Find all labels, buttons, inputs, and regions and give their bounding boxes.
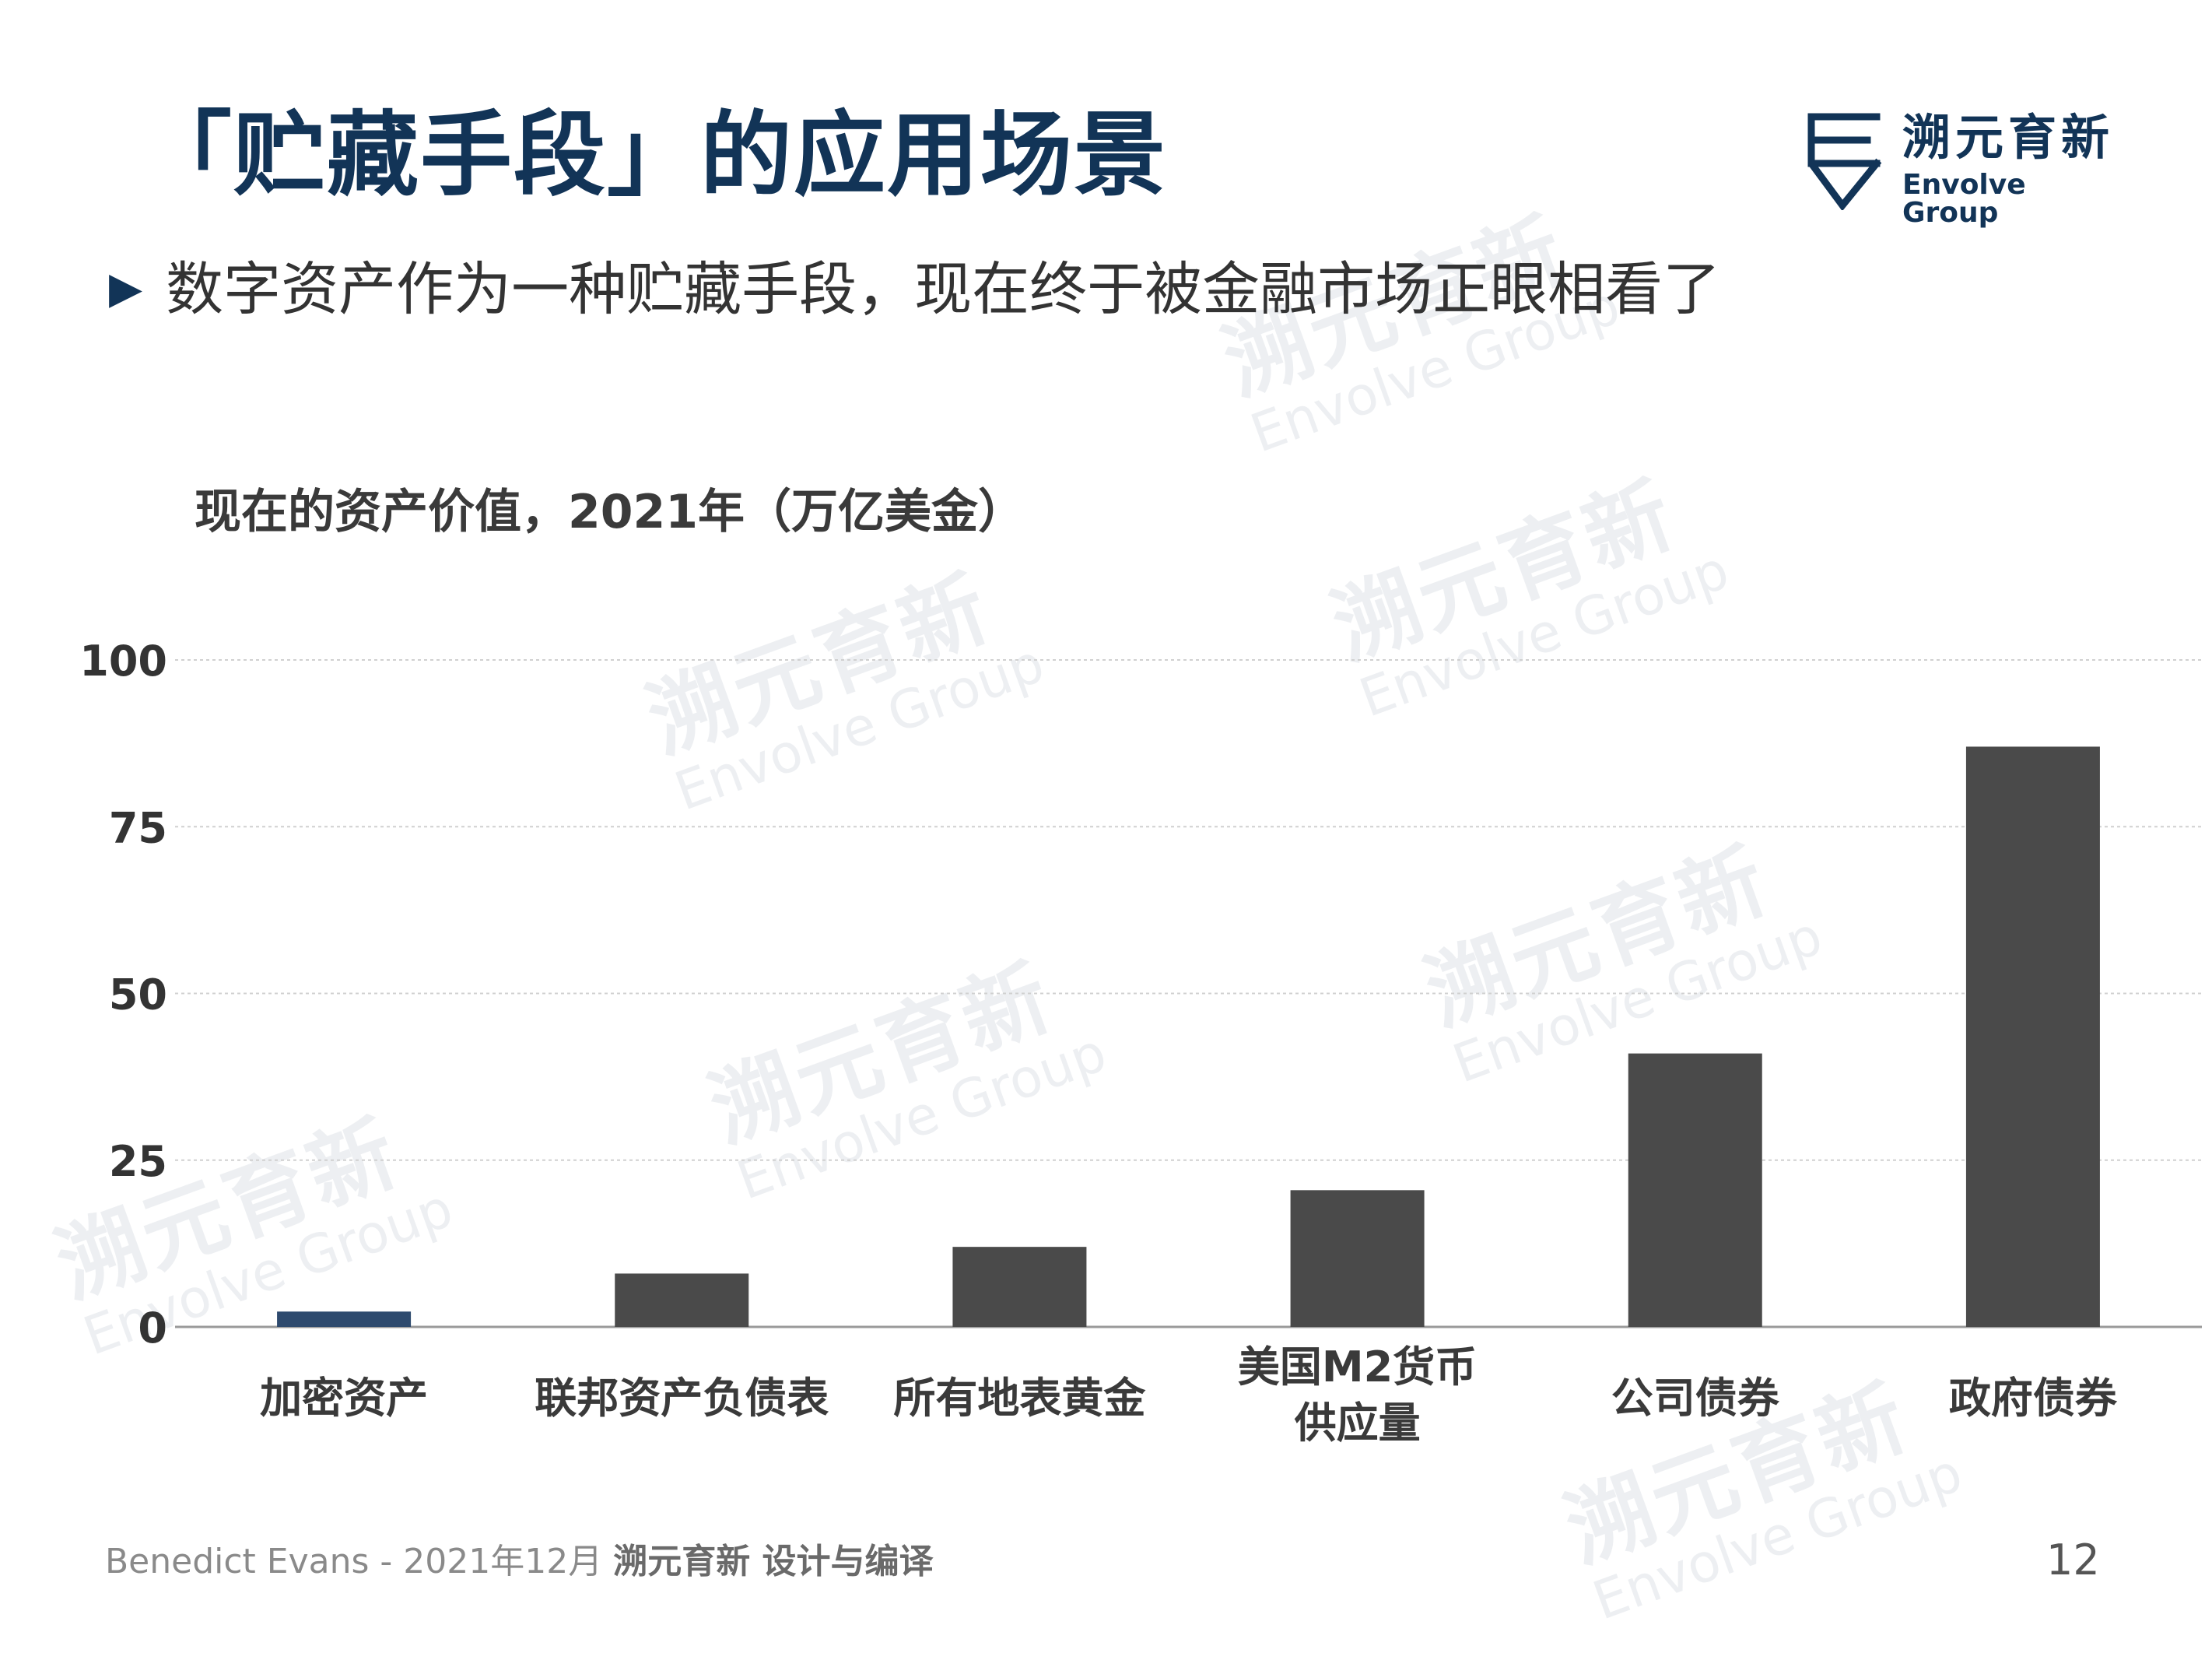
brand-logo: 溯元育新 Envolve Group: [1805, 109, 2116, 227]
chart-title: 现在的资产价值，2021年（万亿美金）: [195, 485, 1025, 539]
x-tick-label: 所有地表黄金: [893, 1374, 1146, 1423]
y-tick-label: 25: [109, 1137, 167, 1186]
footer-source-prefix: Benedict Evans - 2021年12月: [105, 1542, 614, 1581]
bar: [1290, 1190, 1425, 1327]
page-title: 「贮藏手段」的应用场景: [140, 101, 1168, 209]
x-tick-label: 公司债券: [1611, 1374, 1780, 1423]
y-tick-label: 50: [109, 970, 167, 1020]
bar: [1628, 1053, 1762, 1327]
bar: [1965, 746, 2100, 1327]
logo-name-en: Envolve Group: [1902, 169, 2026, 229]
footer-source: Benedict Evans - 2021年12月 溯元育新 设计与编译: [105, 1545, 934, 1579]
bar: [952, 1247, 1087, 1327]
x-tick-label: 加密资产: [260, 1374, 428, 1423]
logo-mark-icon: [1807, 113, 1882, 210]
logo-name-zh: 溯元育新: [1902, 109, 2115, 166]
x-tick-label: 政府债券: [1949, 1374, 2118, 1423]
footer-source-brand: 溯元育新 设计与编译: [613, 1542, 934, 1581]
y-tick-label: 100: [79, 637, 167, 686]
bar: [277, 1311, 412, 1327]
x-tick-label: 供应量: [1295, 1399, 1421, 1448]
x-tick-label: 美国M2货币: [1238, 1342, 1477, 1392]
x-tick-label: 联邦资产负债表: [535, 1374, 829, 1423]
bullet-point: ▶ 数字资产作为一种贮藏手段，现在终于被金融市场正眼相看了: [109, 261, 1720, 318]
y-tick-label: 75: [109, 803, 167, 852]
bar: [615, 1273, 749, 1327]
bullet-text: 数字资产作为一种贮藏手段，现在终于被金融市场正眼相看了: [166, 256, 1721, 323]
y-tick-label: 0: [138, 1304, 167, 1353]
page-number: 12: [2046, 1535, 2100, 1585]
triangle-bullet-icon: ▶: [109, 263, 143, 314]
